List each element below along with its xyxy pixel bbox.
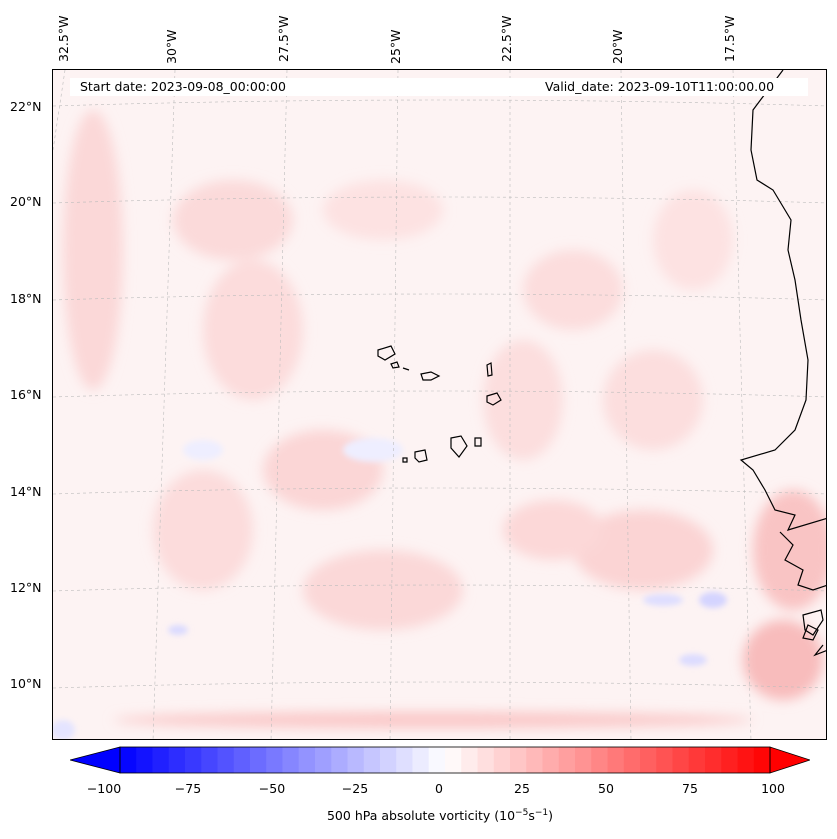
vorticity-map	[53, 70, 826, 739]
colorbar-cell	[250, 747, 267, 773]
colorbar-label-mid: s	[528, 808, 535, 824]
colorbar-tick-label: −75	[174, 781, 202, 796]
lon-label-25w: 25°W	[388, 29, 403, 64]
colorbar-label-text: 500 hPa absolute vorticity (10	[326, 808, 516, 824]
lon-label-20w: 20°W	[610, 29, 625, 64]
colorbar-tick-label: 25	[514, 781, 530, 796]
colorbar-cell	[282, 747, 300, 773]
lat-label-12n: 12°N	[10, 580, 42, 595]
colorbar-low-extend	[70, 746, 121, 774]
colorbar-cell	[298, 747, 316, 773]
lon-label-27-5w: 27.5°W	[276, 15, 291, 62]
colorbar-cell	[623, 747, 641, 773]
colorbar-cell	[152, 747, 170, 773]
colorbar-tick-label: 100	[761, 781, 785, 796]
lat-label-18n: 18°N	[10, 291, 42, 306]
colorbar-cell	[136, 747, 153, 773]
negative-vorticity-field	[53, 438, 727, 739]
colorbar-cell	[315, 747, 332, 773]
colorbar-tick-label: 75	[682, 781, 698, 796]
colorbar-cell	[737, 747, 755, 773]
lon-label-30w: 30°W	[164, 29, 179, 64]
colorbar-cell	[347, 747, 365, 773]
colorbar-tick-label: 50	[598, 781, 614, 796]
colorbar-label-end: )	[548, 808, 553, 824]
colorbar-cell	[168, 747, 186, 773]
colorbar-cell	[526, 747, 543, 773]
lat-label-10n: 10°N	[10, 676, 42, 691]
colorbar-cell	[591, 747, 608, 773]
colorbar-cell	[688, 747, 706, 773]
lat-label-20n: 20°N	[10, 194, 42, 209]
colorbar-high-extend	[769, 746, 810, 774]
colorbar-cell	[656, 747, 673, 773]
colorbar-cell	[380, 747, 397, 773]
colorbar-label-exp1: −5	[515, 808, 529, 818]
colorbar-cell	[201, 747, 218, 773]
colorbar-cell	[477, 747, 495, 773]
colorbar-cell	[445, 747, 462, 773]
lon-label-22-5w: 22.5°W	[499, 15, 514, 62]
colorbar-tick-label: −25	[341, 781, 369, 796]
colorbar-cell	[558, 747, 576, 773]
colorbar-cell	[217, 747, 235, 773]
colorbar-tick-label: −100	[86, 781, 122, 796]
lat-label-14n: 14°N	[10, 484, 42, 499]
lat-label-16n: 16°N	[10, 387, 42, 402]
lat-label-22n: 22°N	[10, 99, 42, 114]
colorbar-cell	[705, 747, 722, 773]
colorbar-cell	[412, 747, 430, 773]
lon-label-32-5w: 32.5°W	[56, 15, 71, 62]
colorbar-frame	[119, 746, 771, 774]
positive-vorticity-field	[63, 110, 826, 728]
colorbar-cell	[753, 747, 771, 773]
gridlines	[53, 70, 826, 739]
colorbar-tick-label: −50	[258, 781, 286, 796]
colorbar-cell	[396, 747, 413, 773]
colorbar-cell	[672, 747, 690, 773]
cape-verde-islands	[377, 345, 502, 463]
colorbar-label: 500 hPa absolute vorticity (10−5s−1)	[0, 808, 837, 823]
colorbar-cell	[266, 747, 283, 773]
lon-label-17-5w: 17.5°W	[722, 15, 737, 62]
colorbar-cell	[542, 747, 560, 773]
colorbar-cell	[331, 747, 348, 773]
colorbar-cell	[120, 747, 137, 773]
colorbar-cell	[493, 747, 511, 773]
coastline	[739, 70, 826, 657]
colorbar-cell	[363, 747, 381, 773]
colorbar-cell	[607, 747, 625, 773]
valid-date-label: Valid_date: 2023-09-10T11:00:00.00	[541, 78, 779, 95]
colorbar-cell	[461, 747, 478, 773]
map-panel	[52, 69, 827, 740]
colorbar-label-exp2: −1	[534, 808, 549, 818]
colorbar	[70, 746, 810, 774]
start-date-label: Start date: 2023-09-08_00:00:00	[76, 78, 290, 95]
colorbar-cell	[185, 747, 202, 773]
colorbar-cell	[640, 747, 657, 773]
colorbar-cell	[575, 747, 592, 773]
colorbar-cell	[428, 747, 446, 773]
colorbar-cell	[510, 747, 527, 773]
colorbar-tick-label: 0	[435, 781, 443, 796]
colorbar-cell	[721, 747, 738, 773]
colorbar-cell	[233, 747, 251, 773]
